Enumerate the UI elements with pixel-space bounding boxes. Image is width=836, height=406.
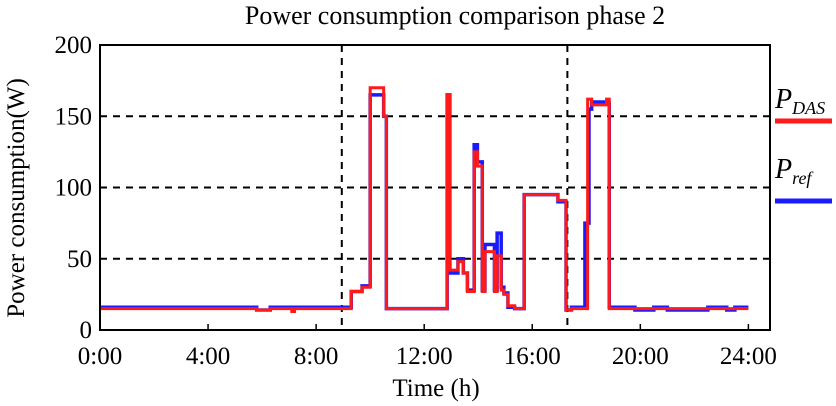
legend: PDAS Pref <box>774 84 832 204</box>
plot-frame <box>99 44 771 331</box>
legend-subscript: DAS <box>791 98 825 118</box>
y-tick-label: 0 <box>80 317 93 344</box>
x-tick-label: 16:00 <box>504 343 561 370</box>
y-tick-label: 200 <box>55 32 93 59</box>
chart-title: Power consumption comparison phase 2 <box>245 1 665 30</box>
x-axis-label: Time (h) <box>392 375 479 402</box>
series-line-p-ref <box>100 93 749 312</box>
x-tick-label: 4:00 <box>186 343 230 370</box>
legend-label-das: PDAS <box>774 84 825 118</box>
x-tick-label: 12:00 <box>396 343 453 370</box>
series-layer <box>100 86 749 313</box>
y-tick-label: 150 <box>55 103 93 130</box>
x-tick-label: 0:00 <box>78 343 122 370</box>
y-tick-label: 50 <box>67 246 92 273</box>
y-axis-label: Power consumption(W) <box>3 78 30 318</box>
x-tick-label: 24:00 <box>720 343 777 370</box>
axes-layer <box>99 44 771 331</box>
y-tick-label: 100 <box>55 175 93 202</box>
series-line-p-das <box>100 86 749 313</box>
grid-layer <box>100 45 770 330</box>
legend-subscript: ref <box>792 168 814 188</box>
x-tick-label: 20:00 <box>612 343 669 370</box>
ticks-layer: 0:00 4:00 8:00 12:00 16:00 20:00 24:00 0 50 100 15… <box>55 32 777 370</box>
x-tick-label: 8:00 <box>294 343 338 370</box>
legend-label-ref: Pref <box>774 154 814 188</box>
